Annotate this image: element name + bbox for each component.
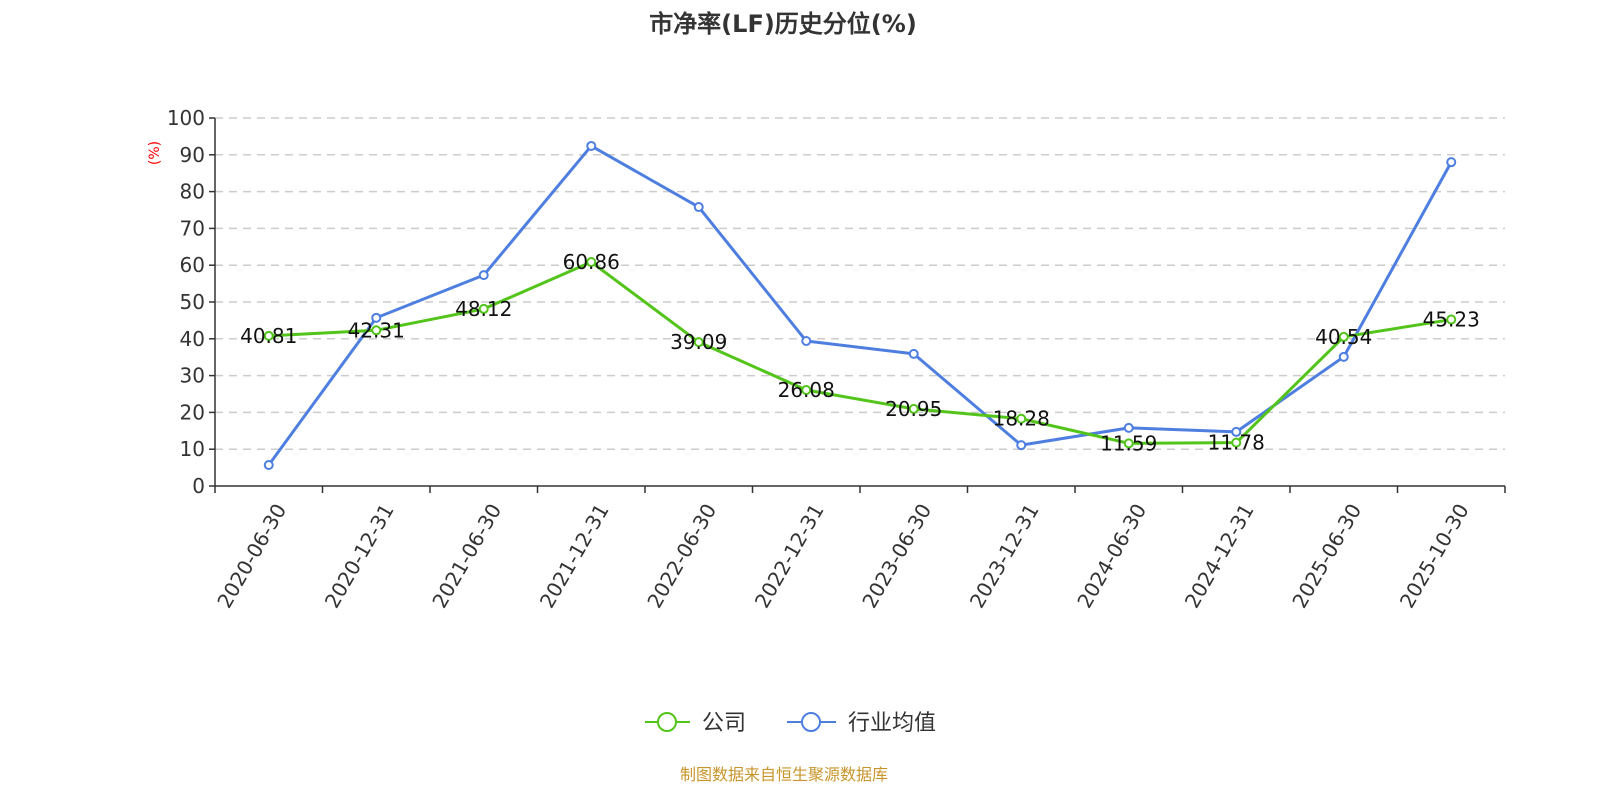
y-tick-label: 20 [180,400,205,424]
source-note: 制图数据来自恒生聚源数据库 [680,765,888,784]
series-line-industry [267,144,1453,466]
x-tick-label: 2024-06-30 [1072,500,1151,613]
y-tick-label: 70 [180,216,205,240]
x-tick-label: 2022-12-31 [750,500,829,613]
x-tick-label: 2020-06-30 [212,500,291,613]
legend-industry[interactable]: 行业均值 [848,711,936,736]
x-tick-label: 2021-12-31 [535,500,614,613]
legend-company-icon [657,712,677,732]
data-point-industry[interactable] [263,460,274,471]
data-label: 48.12 [455,297,512,321]
data-label: 40.54 [1315,325,1372,349]
x-tick-label: 2021-06-30 [427,500,506,613]
data-point-company[interactable] [1446,314,1457,325]
data-label: 18.28 [993,407,1050,431]
data-label: 20.95 [885,397,942,421]
legend-industry-icon [801,712,821,732]
data-point-industry[interactable] [801,336,812,347]
data-point-company[interactable] [801,385,812,396]
y-tick-label: 90 [180,143,205,167]
data-label: 39.09 [670,330,727,354]
data-point-company[interactable] [908,403,919,414]
chart-title: 市净率(LF)历史分位(%) [649,10,917,38]
data-point-industry[interactable] [478,270,489,281]
data-label: 26.08 [778,378,835,402]
x-tick-label: 2020-12-31 [320,500,399,613]
data-point-company[interactable] [478,303,489,314]
y-tick-label: 100 [167,106,205,130]
y-tick-label: 80 [180,180,205,204]
x-tick-label: 2025-06-30 [1287,500,1366,613]
data-point-industry[interactable] [371,312,382,323]
data-point-company[interactable] [1231,437,1242,448]
data-label: 45.23 [1423,308,1480,332]
data-point-company[interactable] [1016,413,1027,424]
data-point-company[interactable] [693,337,704,348]
data-point-company[interactable] [371,325,382,336]
data-point-industry[interactable] [908,348,919,359]
data-point-industry[interactable] [693,202,704,213]
x-tick-label: 2023-12-31 [965,500,1044,613]
data-point-industry[interactable] [1123,422,1134,433]
x-tick-label: 2024-12-31 [1180,500,1259,613]
data-point-company[interactable] [263,330,274,341]
data-point-industry[interactable] [1446,157,1457,168]
x-tick-label: 2025-10-30 [1395,500,1474,613]
data-point-industry[interactable] [586,140,597,151]
legend-company[interactable]: 公司 [702,711,746,736]
y-tick-label: 60 [180,253,205,277]
data-label: 11.78 [1208,431,1265,455]
y-tick-label: 10 [180,437,205,461]
data-point-company[interactable] [586,257,597,268]
data-point-company[interactable] [1338,331,1349,342]
data-label: 40.81 [240,324,297,348]
x-tick-label: 2023-06-30 [857,500,936,613]
data-point-industry[interactable] [1338,351,1349,362]
y-tick-label: 30 [180,364,205,388]
data-label: 11.59 [1100,431,1157,455]
y-axis-label: (%) [147,141,163,165]
y-tick-label: 50 [180,290,205,314]
y-tick-label: 40 [180,327,205,351]
legend: 公司 行业均值 [645,711,936,736]
x-tick-label: 2022-06-30 [642,500,721,613]
series-line-company [268,260,1452,445]
data-point-industry[interactable] [1231,426,1242,437]
data-label: 60.86 [563,250,620,274]
data-point-company[interactable] [1123,438,1134,449]
y-tick-label: 0 [192,474,205,498]
data-point-industry[interactable] [1016,440,1027,451]
data-label: 42.31 [348,318,405,342]
